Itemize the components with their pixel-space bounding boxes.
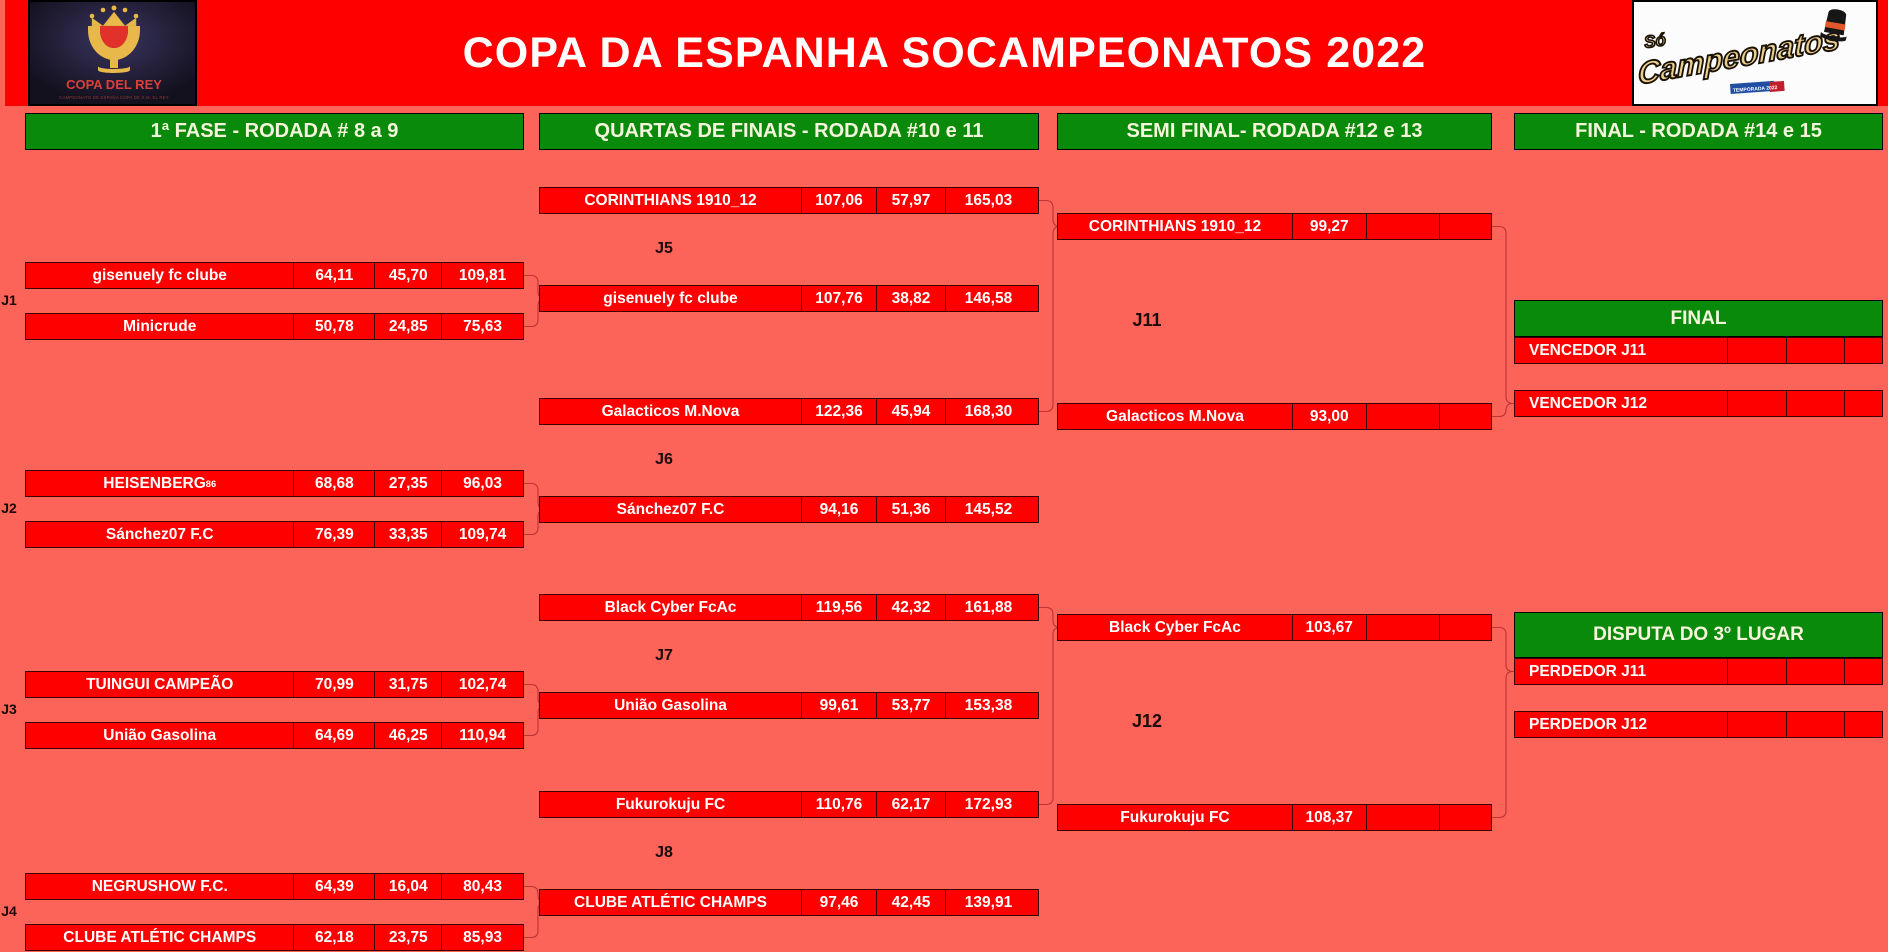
svg-text:Campeonatos: Campeonatos (1638, 21, 1840, 92)
svg-text:CAMPEONATO DE ESPAÑA COPA DE S: CAMPEONATO DE ESPAÑA COPA DE S.M. EL REY (59, 95, 169, 100)
svg-text:Só: Só (1643, 30, 1667, 52)
svg-text:COPA DEL REY: COPA DEL REY (66, 77, 162, 92)
